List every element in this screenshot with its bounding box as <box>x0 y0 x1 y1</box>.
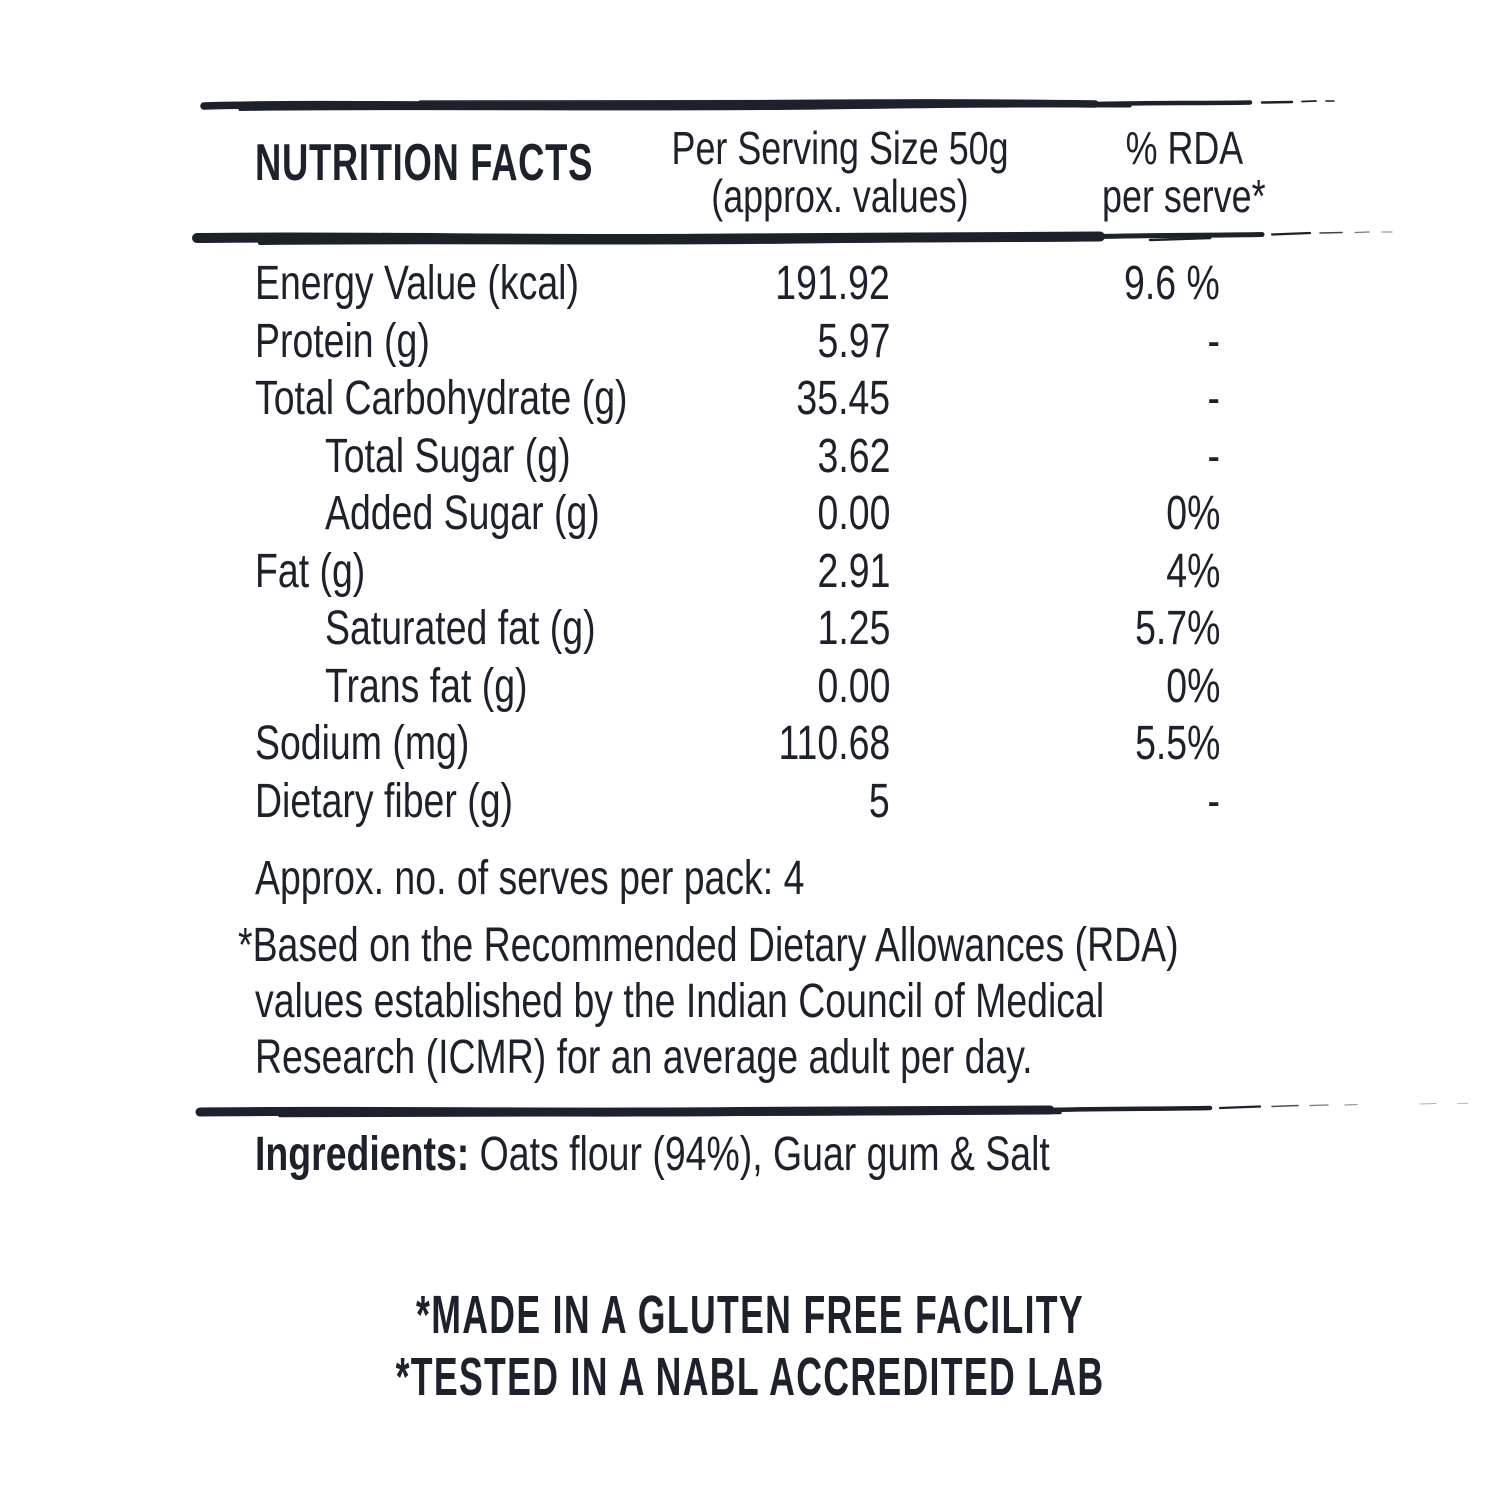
divider-line-top <box>200 99 1335 111</box>
row-label: Energy Value (kcal) <box>255 257 579 310</box>
row-rda: - <box>1207 372 1220 425</box>
row-label: Saturated fat (g) <box>325 602 596 655</box>
label-title: NUTRITION FACTS <box>255 137 738 189</box>
row-label: Fat (g) <box>255 544 366 598</box>
row-label: Protein (g) <box>255 314 430 368</box>
nutrition-table: Energy Value (kcal) 191.92 9.6 % Protein… <box>0 255 1500 830</box>
table-row: Added Sugar (g) 0.00 0% <box>0 485 1500 543</box>
table-row: Sodium (mg) 110.68 5.5% <box>0 715 1500 773</box>
rda-header-line1: % RDA <box>1125 122 1243 174</box>
serves-note-text: Approx. no. of serves per pack: 4 <box>255 852 805 905</box>
table-row: Trans fat (g) 0.00 0% <box>0 658 1500 716</box>
row-value: 1.25 <box>817 602 890 655</box>
rda-footnote: *Based on the Recommended Dietary Allowa… <box>238 918 1444 1086</box>
row-label: Sodium (mg) <box>255 717 470 770</box>
row-value: 2.91 <box>817 544 890 598</box>
footnote-line2: values established by the Indian Council… <box>255 975 1105 1028</box>
claim-nabl-lab-text: *TESTED IN A NABL ACCREDITED LAB <box>395 1347 1105 1407</box>
table-row: Energy Value (kcal) 191.92 9.6 % <box>0 255 1500 313</box>
row-rda: 0% <box>1165 659 1220 713</box>
row-rda: - <box>1207 774 1220 828</box>
row-rda: 5.7% <box>1134 602 1220 655</box>
row-rda: 5.5% <box>1134 717 1220 770</box>
row-value: 5.97 <box>817 314 890 368</box>
row-value: 191.92 <box>775 257 890 310</box>
divider-line-bottom <box>195 1102 1469 1118</box>
claim-gluten-free-text: *MADE IN A GLUTEN FREE FACILITY <box>416 1285 1084 1345</box>
table-row: Saturated fat (g) 1.25 5.7% <box>0 600 1500 658</box>
row-value: 3.62 <box>817 429 890 483</box>
label-title-text: NUTRITION FACTS <box>255 134 594 192</box>
table-row: Fat (g) 2.91 4% <box>0 543 1500 601</box>
row-rda: 4% <box>1165 544 1220 598</box>
row-label: Total Sugar (g) <box>325 429 571 483</box>
footnote-line1: *Based on the Recommended Dietary Allowa… <box>238 919 1179 972</box>
divider-line-header <box>192 231 1393 245</box>
claim-nabl-lab: *TESTED IN A NABL ACCREDITED LAB <box>0 1346 1500 1408</box>
ingredients-label: Ingredients: <box>255 1128 470 1181</box>
row-value: 5 <box>869 774 890 828</box>
row-rda: - <box>1207 429 1220 483</box>
column-header-rda: % RDA per serve* <box>1034 124 1334 220</box>
ingredients-text: Oats flour (94%), Guar gum & Salt <box>469 1128 1050 1181</box>
ingredients-line: Ingredients: Oats flour (94%), Guar gum … <box>255 1131 1274 1179</box>
footnote-line3: Research (ICMR) for an average adult per… <box>255 1031 1033 1084</box>
row-value: 0.00 <box>817 659 890 713</box>
row-rda: 9.6 % <box>1124 257 1220 310</box>
table-row: Protein (g) 5.97 - <box>0 313 1500 371</box>
row-value: 110.68 <box>778 717 890 770</box>
row-value: 35.45 <box>796 372 890 425</box>
row-rda: - <box>1207 314 1220 368</box>
rda-header-line2: per serve* <box>1102 170 1266 222</box>
ingredients-text-wrap: Ingredients: Oats flour (94%), Guar gum … <box>255 1131 1050 1179</box>
table-row: Dietary fiber (g) 5 - <box>0 773 1500 831</box>
column-header-serving: Per Serving Size 50g (approx. values) <box>590 124 1090 220</box>
row-rda: 0% <box>1165 487 1220 540</box>
row-label: Trans fat (g) <box>325 659 528 713</box>
serving-header-line2: (approx. values) <box>711 170 969 222</box>
row-value: 0.00 <box>817 487 890 540</box>
table-row: Total Sugar (g) 3.62 - <box>0 428 1500 486</box>
table-row: Total Carbohydrate (g) 35.45 - <box>0 370 1500 428</box>
serves-note: Approx. no. of serves per pack: 4 <box>255 855 959 903</box>
serving-header-line1: Per Serving Size 50g <box>671 122 1009 174</box>
claim-gluten-free: *MADE IN A GLUTEN FREE FACILITY <box>0 1284 1500 1346</box>
row-label: Added Sugar (g) <box>325 487 600 540</box>
row-label: Dietary fiber (g) <box>255 774 513 828</box>
row-label: Total Carbohydrate (g) <box>255 372 628 425</box>
